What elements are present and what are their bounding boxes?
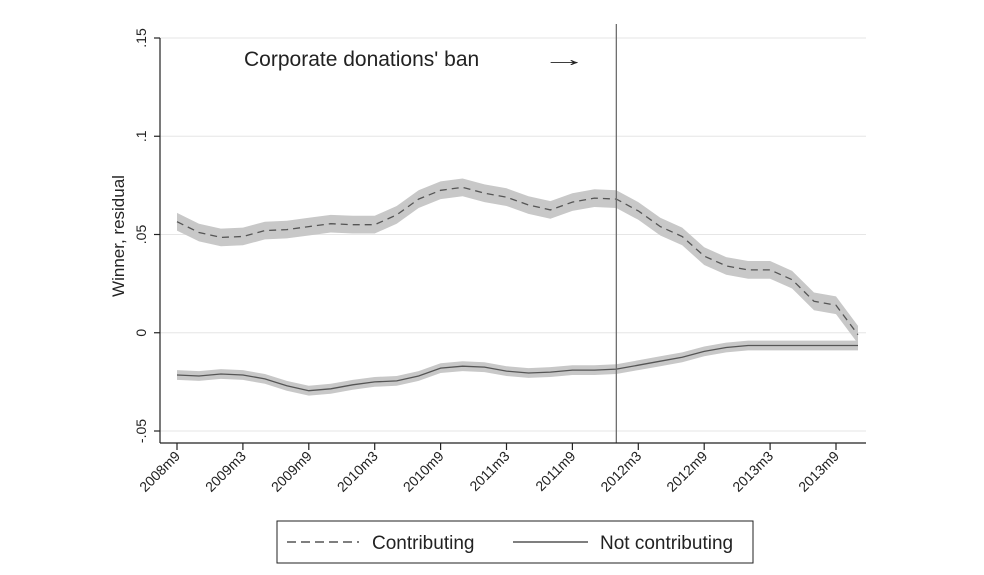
x-axis-ticks: 2008m9 2009m3 2009m9 2010m3 2010m9 2011m3 2011… <box>136 443 842 495</box>
axes <box>159 38 866 444</box>
series-line-1 <box>176 344 858 392</box>
legend: Contributing Not contributing <box>276 520 754 564</box>
x-tick-label-5: 2011m3 <box>466 448 513 495</box>
confidence-band-1 <box>177 340 858 396</box>
x-tick-label-10: 2013m9 <box>795 448 842 495</box>
y-axis-ticks: -.05 0 .05 .1 .15 <box>133 28 160 443</box>
series-line-0 <box>176 186 859 336</box>
x-tick-label-8: 2012m9 <box>663 448 710 495</box>
annotation-arrow: → <box>541 48 587 71</box>
annotation-text: Corporate donations' ban <box>244 48 479 71</box>
x-tick-label-0: 2008m9 <box>136 448 183 495</box>
confidence-bands <box>177 178 858 396</box>
legend-label-not-contributing: Not contributing <box>600 533 733 554</box>
x-tick-label-7: 2012m3 <box>597 448 644 495</box>
y-tick-label-0: -.05 <box>133 419 149 443</box>
y-axis-title: Winner, residual <box>109 175 128 297</box>
y-tick-label-4: .15 <box>133 28 149 48</box>
series-lines <box>176 186 859 392</box>
y-tick-label-3: .1 <box>133 130 149 142</box>
x-tick-label-4: 2010m9 <box>400 448 447 495</box>
y-tick-label-1: 0 <box>133 329 149 337</box>
x-tick-label-1: 2009m3 <box>202 448 249 495</box>
legend-label-contributing: Contributing <box>372 533 474 554</box>
x-tick-label-6: 2011m9 <box>532 448 579 495</box>
x-tick-label-2: 2009m9 <box>268 448 315 495</box>
confidence-band-0 <box>177 178 858 344</box>
x-tick-label-9: 2013m3 <box>729 448 776 495</box>
x-tick-label-3: 2010m3 <box>334 448 381 495</box>
y-tick-label-2: .05 <box>133 225 149 245</box>
